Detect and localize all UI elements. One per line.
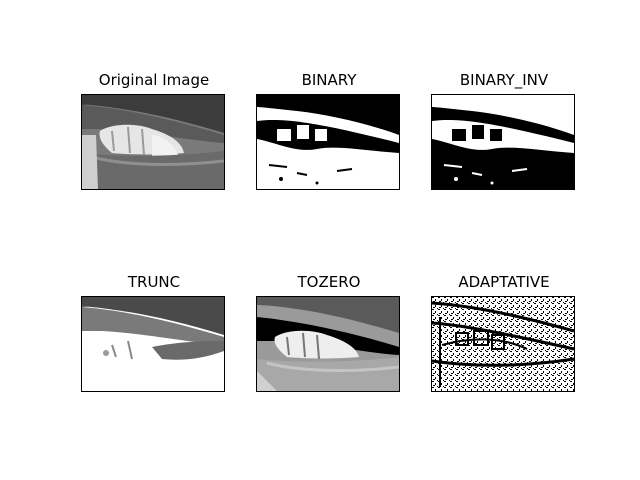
image-frame (81, 94, 225, 190)
image-frame (81, 296, 225, 392)
panel-title: BINARY_INV (459, 71, 549, 89)
image-frame (256, 296, 400, 392)
image-trunc (82, 297, 224, 391)
image-frame (431, 94, 575, 190)
image-frame (431, 296, 575, 392)
image-frame (256, 94, 400, 190)
panel-title: TOZERO (297, 273, 361, 291)
image-tozero (257, 297, 399, 391)
panel-title: ADAPTATIVE (458, 273, 550, 291)
image-original (82, 95, 224, 189)
image-binary-inv (432, 95, 574, 189)
image-adaptative (432, 297, 574, 391)
panel-title: Original Image (98, 71, 210, 89)
panel-title: BINARY (301, 71, 357, 89)
image-binary (257, 95, 399, 189)
panel-title: TRUNC (127, 273, 181, 291)
